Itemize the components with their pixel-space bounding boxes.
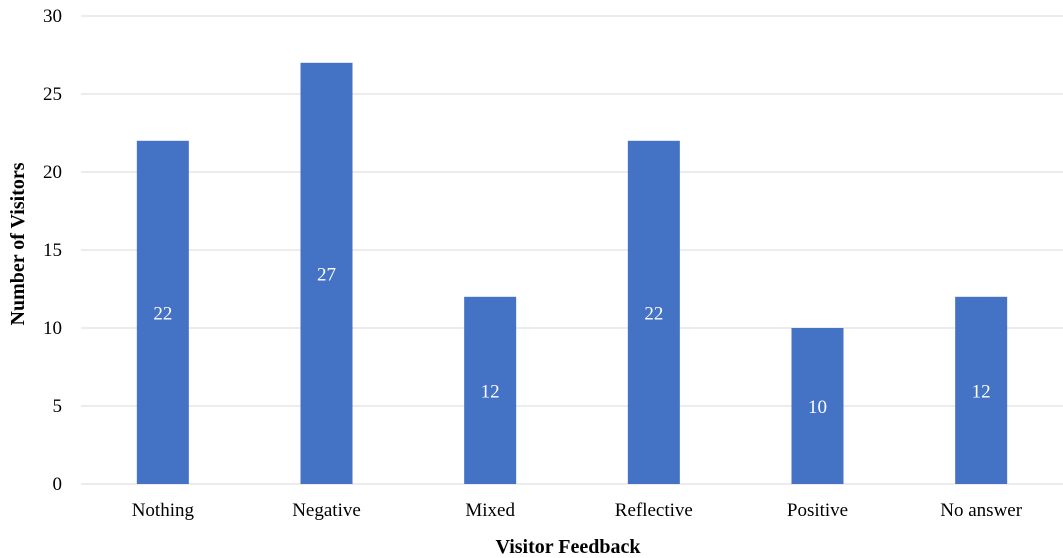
bar <box>791 328 844 484</box>
x-axis-tick-labels: Nothing Negative Mixed Reflective Positive No… <box>132 500 1023 521</box>
x-axis-title: Visitor Feedback <box>496 536 642 558</box>
x-tick-label: Positive <box>787 500 848 521</box>
y-tick-label: 0 <box>53 474 63 495</box>
bar <box>464 296 517 484</box>
x-tick-label: No answer <box>940 500 1022 521</box>
bar <box>955 296 1008 484</box>
y-tick-label: 25 <box>43 84 62 105</box>
data-label: 12 <box>972 381 991 402</box>
y-tick-label: 30 <box>43 6 62 27</box>
data-label: 27 <box>317 264 336 285</box>
y-tick-label: 15 <box>43 240 62 261</box>
data-labels: 22 27 12 22 10 12 <box>153 264 990 418</box>
bar <box>300 62 353 485</box>
data-label: 10 <box>808 397 827 418</box>
y-axis-title: Number of Visitors <box>7 162 29 325</box>
gridlines <box>81 15 1063 485</box>
y-tick-label: 20 <box>43 162 62 183</box>
bars <box>136 62 1008 485</box>
y-tick-label: 10 <box>43 318 62 339</box>
bar <box>136 140 189 485</box>
x-tick-label: Nothing <box>132 500 195 521</box>
data-label: 22 <box>153 303 172 324</box>
x-tick-label: Reflective <box>615 500 693 521</box>
x-tick-label: Mixed <box>465 500 515 521</box>
bar <box>627 140 680 485</box>
x-tick-label: Negative <box>292 500 361 521</box>
y-axis-tick-labels: 0 5 10 15 20 25 30 <box>43 6 62 495</box>
data-label: 12 <box>481 381 500 402</box>
y-tick-label: 5 <box>53 396 63 417</box>
data-label: 22 <box>644 303 663 324</box>
